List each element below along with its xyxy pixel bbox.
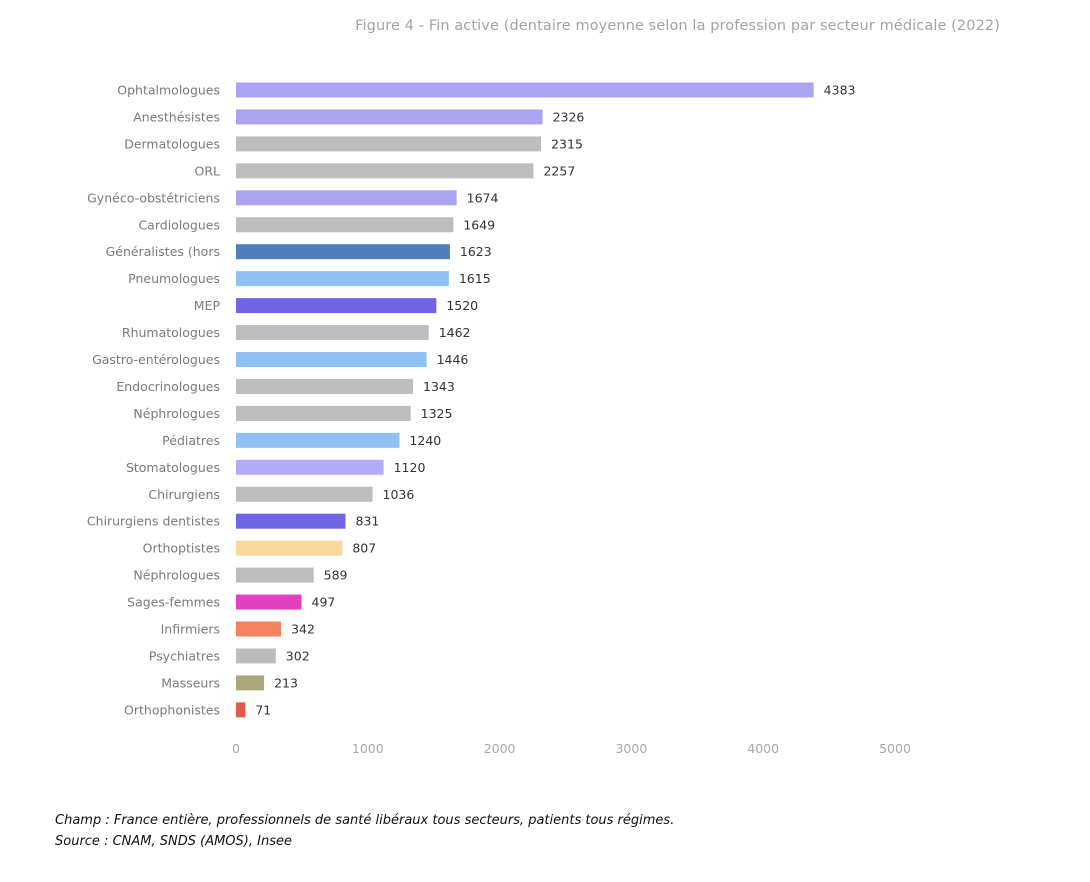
bar xyxy=(236,513,346,529)
x-tick-label: 2000 xyxy=(484,741,516,756)
data-label: 342 xyxy=(291,622,315,637)
category-label: Chirurgiens dentistes xyxy=(87,514,220,529)
data-label: 4383 xyxy=(824,83,856,98)
category-label: Pneumologues xyxy=(128,271,220,286)
chart-notes: Champ : France entière, professionnels d… xyxy=(55,810,674,852)
bar xyxy=(236,621,282,637)
data-label: 1446 xyxy=(437,352,469,367)
x-tick-label: 4000 xyxy=(747,741,779,756)
data-label: 1343 xyxy=(423,379,455,394)
data-label: 1615 xyxy=(459,271,491,286)
data-label: 807 xyxy=(352,541,376,556)
bar xyxy=(236,136,542,152)
data-label: 302 xyxy=(286,648,310,663)
data-label: 1325 xyxy=(421,406,453,421)
bar xyxy=(236,567,314,583)
bar-chart: Ophtalmologues 4383 Anesthésistes 2326 Derma… xyxy=(87,82,911,756)
data-label: 2326 xyxy=(553,109,585,124)
x-tick-label: 1000 xyxy=(352,741,384,756)
data-label: 213 xyxy=(274,675,298,690)
category-label: Endocrinologues xyxy=(116,379,220,394)
data-label: 2257 xyxy=(543,163,575,178)
data-label: 1520 xyxy=(446,298,478,313)
category-label: Sages-femmes xyxy=(127,595,220,610)
data-label: 1120 xyxy=(394,460,426,475)
bar xyxy=(236,82,814,98)
chart-title: Figure 4 - Fin active (dentaire moyenne … xyxy=(355,18,1000,34)
data-label: 1674 xyxy=(467,190,499,205)
bar xyxy=(236,271,449,287)
data-label: 1240 xyxy=(409,433,441,448)
bar xyxy=(236,540,343,556)
category-label: ORL xyxy=(195,163,221,178)
x-tick-label: 5000 xyxy=(879,741,911,756)
bar xyxy=(236,298,437,314)
category-label: Cardiologues xyxy=(138,217,220,232)
bar xyxy=(236,109,543,125)
data-label: 1623 xyxy=(460,244,492,259)
data-label: 589 xyxy=(324,568,348,583)
bar xyxy=(236,163,534,179)
category-label: Infirmiers xyxy=(161,622,220,637)
x-tick-label: 0 xyxy=(232,741,240,756)
data-label: 1649 xyxy=(463,217,495,232)
bar xyxy=(236,459,384,475)
category-label: Anesthésistes xyxy=(133,109,220,124)
category-label: Chirurgiens xyxy=(148,487,220,502)
scope-note: Champ : France entière, professionnels d… xyxy=(55,813,675,828)
bar xyxy=(236,352,427,367)
bar xyxy=(236,486,373,502)
category-label: Orthoptistes xyxy=(143,541,220,556)
category-label: Gynéco-obstétriciens xyxy=(87,190,220,205)
category-label: Gastro-entérologues xyxy=(92,352,220,367)
category-label: Néphrologues xyxy=(133,568,220,583)
category-label: Rhumatologues xyxy=(122,325,220,340)
bar xyxy=(236,675,265,691)
bar xyxy=(236,244,450,260)
data-label: 1036 xyxy=(383,487,415,502)
category-label: Dermatologues xyxy=(124,136,220,151)
bar xyxy=(236,702,246,718)
category-label: Masseurs xyxy=(161,675,220,690)
category-label: Néphrologues xyxy=(133,406,220,421)
bar xyxy=(236,648,276,664)
bar xyxy=(236,325,429,341)
data-label: 497 xyxy=(312,595,336,610)
category-label: MEP xyxy=(194,298,221,313)
bar xyxy=(236,405,411,421)
x-tick-label: 3000 xyxy=(615,741,647,756)
data-label: 1462 xyxy=(439,325,471,340)
bar xyxy=(236,432,400,448)
bar xyxy=(236,594,302,610)
bar xyxy=(236,378,414,394)
category-label: Ophtalmologues xyxy=(117,83,220,98)
category-label: Pédiatres xyxy=(162,433,220,448)
category-label: Généralistes (hors xyxy=(106,244,220,259)
category-label: Stomatologues xyxy=(126,460,220,475)
category-label: Psychiatres xyxy=(149,648,220,663)
data-label: 2315 xyxy=(551,136,583,151)
data-label: 71 xyxy=(255,702,271,717)
category-label: Orthophonistes xyxy=(124,702,220,717)
bar xyxy=(236,190,457,206)
bar xyxy=(236,217,454,233)
source-note: Source : CNAM, SNDS (AMOS), Insee xyxy=(55,834,292,849)
data-label: 831 xyxy=(356,514,380,529)
